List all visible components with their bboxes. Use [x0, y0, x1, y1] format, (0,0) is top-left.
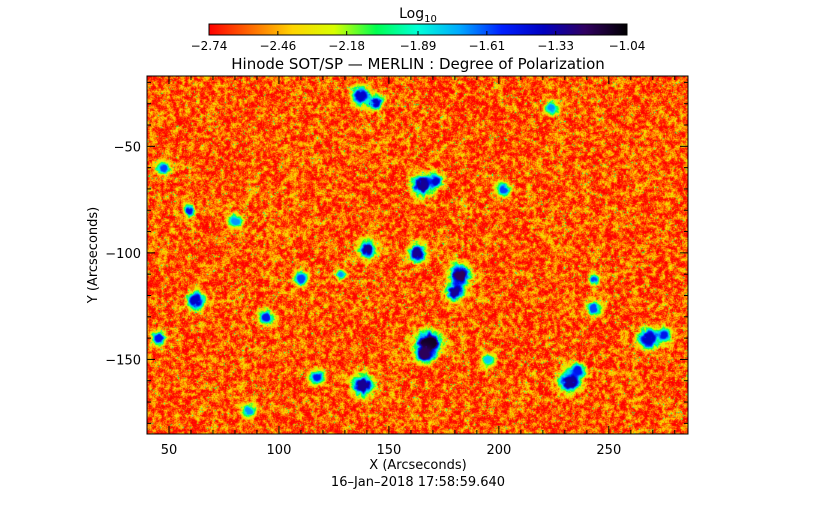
colorbar-tick-label: −1.89 [400, 39, 437, 53]
colorbar-tick-label: −1.04 [609, 39, 646, 53]
heatmap-container [147, 76, 688, 434]
y-axis-label: Y (Arcseconds) [86, 207, 101, 304]
colorbar-label-base: Log [399, 6, 424, 22]
y-tick-label: −150 [105, 353, 141, 368]
colorbar-ticks: −2.74 −2.46 −2.18 −1.89 −1.61 −1.33 −1.04 [191, 31, 646, 53]
chart-title: Hinode SOT/SP — MERLIN : Degree of Polar… [231, 55, 605, 73]
colorbar-tick-label: −2.18 [328, 39, 365, 53]
colorbar-label: Log10 [399, 6, 437, 25]
x-tick-label: 100 [267, 443, 292, 458]
colorbar-tick-label: −1.61 [468, 39, 505, 53]
plot-frame [146, 75, 689, 435]
colorbar-tick-label: −2.74 [191, 39, 228, 53]
x-tick-label: 250 [596, 443, 621, 458]
x-axis-label: X (Arcseconds) [369, 458, 466, 473]
x-tick-label: 150 [376, 443, 401, 458]
x-axis-ticks: 50 100 150 200 250 [146, 76, 676, 458]
colorbar-tick-label: −1.33 [537, 39, 574, 53]
x-tick-label: 50 [161, 443, 178, 458]
y-axis-ticks: −50 −100 −150 [105, 81, 688, 424]
y-tick-label: −50 [114, 140, 141, 155]
timestamp: 16–Jan–2018 17:58:59.640 [331, 475, 505, 490]
colorbar-tick-label: −2.46 [259, 39, 296, 53]
y-tick-label: −100 [105, 247, 141, 262]
x-tick-label: 200 [486, 443, 511, 458]
colorbar-label-subscript: 10 [424, 14, 437, 25]
heatmap-image [147, 76, 688, 434]
